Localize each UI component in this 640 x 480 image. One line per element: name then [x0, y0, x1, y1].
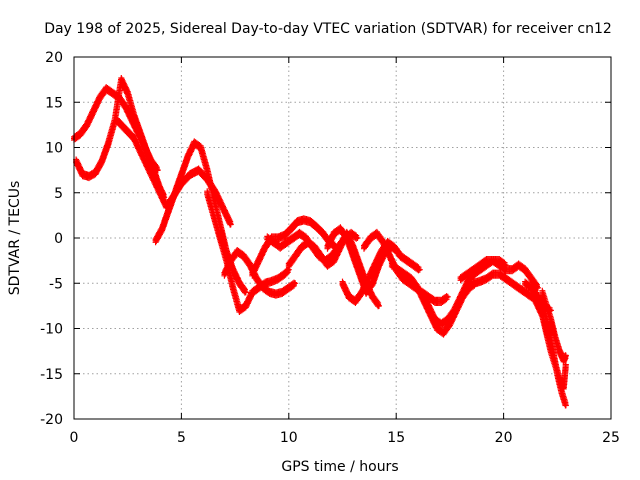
x-axis-label: GPS time / hours: [281, 459, 398, 475]
y-tick-label: -15: [40, 367, 63, 383]
axis-ticks: 0 5 10 15 20 25 -20 -15 -10 -5 0 5 10 15 20: [40, 50, 620, 446]
y-tick-label: 0: [54, 231, 63, 247]
x-tick-label: 10: [280, 430, 298, 446]
y-tick-label: -10: [40, 322, 63, 338]
y-tick-label: 15: [45, 95, 63, 111]
x-tick-label: 20: [495, 430, 513, 446]
chart-title: Day 198 of 2025, Sidereal Day-to-day VTE…: [44, 21, 612, 37]
data-points: [71, 75, 569, 409]
y-tick-label: -5: [49, 276, 63, 292]
y-tick-label: 5: [54, 186, 63, 202]
x-tick-label: 25: [602, 430, 620, 446]
y-axis-label: SDTVAR / TECUs: [7, 181, 23, 296]
x-tick-label: 15: [387, 430, 405, 446]
plus-markers: [71, 75, 569, 409]
y-tick-label: 10: [45, 141, 63, 157]
x-tick-label: 0: [70, 430, 79, 446]
x-tick-label: 5: [177, 430, 186, 446]
y-tick-label: 20: [45, 50, 63, 66]
y-tick-label: -20: [40, 412, 63, 428]
